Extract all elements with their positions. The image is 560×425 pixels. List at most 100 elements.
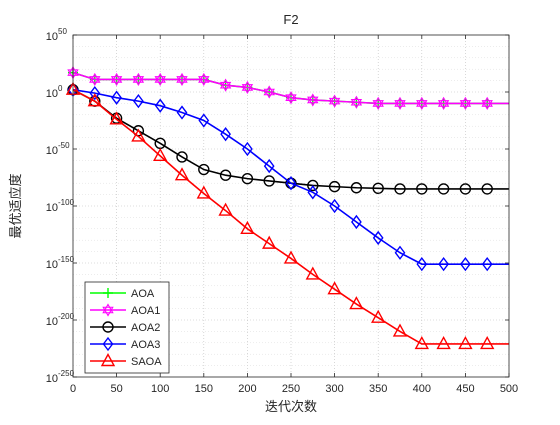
legend-item: AOA1: [90, 303, 160, 317]
y-tick-label: 10 -250: [46, 369, 75, 385]
hexagram-part: [285, 91, 297, 101]
hexagram-part: [110, 76, 123, 87]
data-point-aoa1: [372, 96, 384, 111]
data-point-aoa3: [307, 185, 319, 200]
data-point-aoa3: [242, 141, 253, 157]
y-tick-label: 10 -100: [46, 198, 75, 214]
data-point-aoa1: [176, 72, 188, 87]
data-point-saoa: [218, 202, 233, 216]
data-point-aoa1: [132, 72, 145, 87]
legend: AOA AOA1 AOA2 AOA3 SAOA: [84, 281, 170, 374]
data-point-aoa1: [219, 78, 232, 92]
legend-label: AOA2: [131, 322, 160, 334]
hexagram-part: [102, 306, 114, 317]
y-tick-label-exponent: -250: [58, 369, 75, 378]
hexagram-part: [416, 100, 428, 111]
y-tick-label: 10 0: [46, 84, 63, 100]
y-tick-label-base: 10: [46, 316, 58, 328]
hexagram-part: [132, 72, 145, 83]
data-point-saoa: [109, 111, 124, 125]
data-point-aoa2: [198, 163, 210, 176]
data-point-saoa: [480, 335, 495, 350]
hexagram-part: [110, 72, 123, 83]
data-point-saoa: [327, 281, 342, 295]
hexagram-part: [307, 96, 319, 107]
legend-item: SAOA: [90, 353, 162, 368]
data-point-aoa1: [241, 80, 254, 95]
y-tick-label-exponent: 0: [58, 84, 63, 93]
data-point-aoa1: [89, 72, 101, 87]
hexagram-part: [372, 100, 384, 111]
data-point-aoa2: [372, 182, 384, 195]
data-point-saoa: [262, 235, 277, 249]
data-point-saoa: [240, 220, 255, 235]
chart-title: F2: [283, 12, 298, 27]
x-tick-label: 300: [325, 383, 343, 395]
series-layer: [65, 66, 509, 350]
data-point-aoa2: [394, 183, 406, 195]
y-tick-label-exponent: -100: [58, 198, 75, 207]
data-point-saoa: [414, 335, 429, 350]
data-point-saoa: [131, 128, 146, 142]
y-tick-label: 10 -150: [46, 255, 75, 271]
data-point-aoa3: [372, 230, 384, 246]
hexagram-part: [89, 72, 101, 83]
hexagram-part: [328, 94, 341, 105]
hexagram-part: [372, 96, 384, 107]
data-point-aoa1: [154, 72, 166, 87]
hexagram-part: [198, 72, 210, 83]
y-tick-label: 10 50: [46, 27, 68, 43]
data-point-saoa: [392, 323, 408, 337]
data-point-aoa2: [481, 183, 493, 195]
legend-marker: [102, 303, 114, 317]
legend-label: AOA: [131, 288, 155, 300]
data-point-aoa1: [416, 96, 428, 111]
data-point-saoa: [87, 93, 102, 107]
data-point-aoa2: [350, 182, 363, 194]
y-tick-label: 10 -200: [46, 312, 75, 328]
data-point-saoa: [458, 335, 473, 350]
hexagram-part: [416, 96, 428, 107]
legend-item: AOA3: [90, 336, 160, 352]
data-point-saoa: [196, 185, 211, 199]
hexagram-part: [459, 96, 472, 107]
y-tick-label: 10 -50: [46, 141, 70, 157]
data-point-aoa2: [241, 172, 254, 185]
data-point-aoa1: [110, 72, 123, 87]
data-point-aoa2: [176, 151, 188, 163]
legend-item: AOA: [90, 288, 155, 300]
x-tick-label: 500: [500, 383, 518, 395]
data-point-aoa3: [154, 98, 166, 113]
y-tick-label-exponent: -150: [58, 255, 75, 264]
data-point-aoa1: [459, 96, 472, 111]
data-point-aoa2: [263, 175, 275, 187]
x-tick-label: 150: [195, 383, 213, 395]
y-tick-label-exponent: -50: [58, 141, 70, 150]
data-point-saoa: [349, 296, 364, 310]
series-aoa3: [67, 82, 509, 272]
hexagram-part: [154, 72, 166, 83]
x-tick-labels: 0 50 100 150 200 250 300 350 400 450 500: [70, 383, 518, 395]
hexagram-part: [481, 96, 493, 107]
data-point-saoa: [371, 309, 386, 323]
data-point-aoa1: [328, 94, 341, 108]
y-tick-label-exponent: -200: [58, 312, 75, 321]
data-point-aoa1: [198, 72, 210, 87]
hexagram-part: [154, 76, 166, 87]
hexagram-part: [459, 100, 472, 111]
hexagram-part: [263, 85, 275, 96]
data-point-aoa3: [329, 198, 340, 214]
hexagram-part: [241, 84, 254, 95]
x-tick-label: 50: [110, 383, 122, 395]
data-point-saoa: [305, 266, 320, 280]
y-axis-label: 最优适应度: [8, 173, 24, 238]
hexagram-part: [102, 303, 114, 314]
data-point-aoa2: [416, 183, 428, 195]
hexagram-part: [350, 95, 363, 106]
data-point-aoa3: [111, 90, 122, 105]
series-line-aoa3: [72, 88, 509, 265]
grid: [73, 35, 509, 377]
data-point-aoa3: [263, 158, 275, 174]
x-tick-label: 250: [282, 383, 300, 395]
